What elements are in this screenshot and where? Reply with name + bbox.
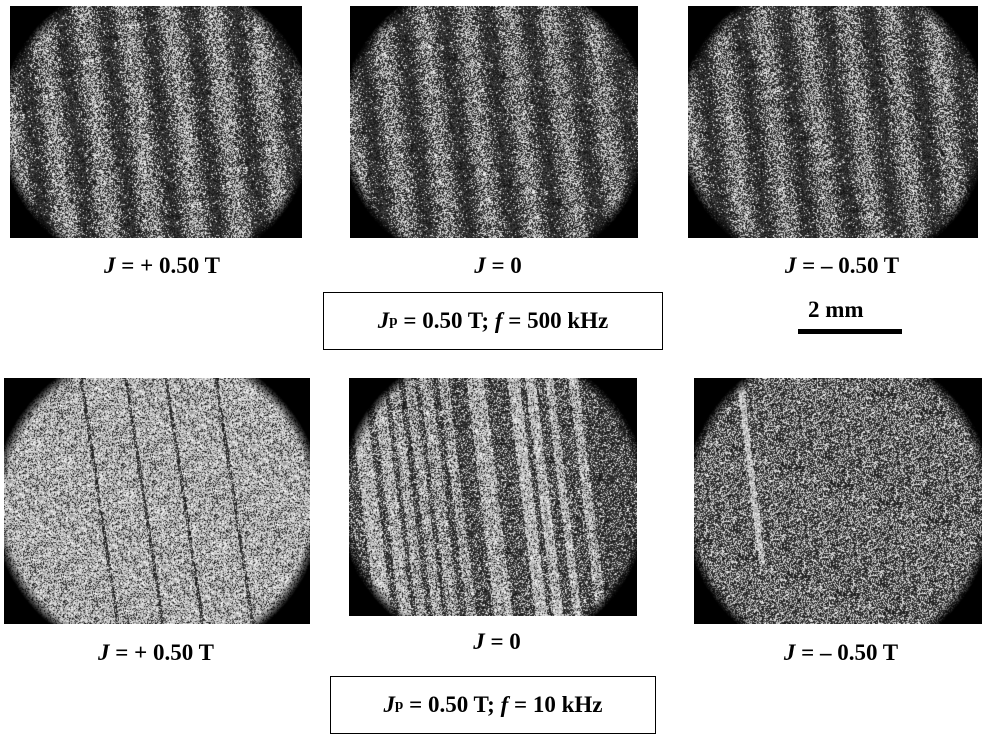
speckle-canvas — [694, 378, 982, 624]
speckle-canvas — [350, 6, 638, 238]
caption-top-center: J = 0 — [474, 253, 522, 278]
caption-bottom-center: J = 0 — [473, 629, 521, 654]
speckle-canvas — [10, 6, 302, 238]
speckle-canvas — [688, 6, 978, 238]
domain-image-top-right — [688, 6, 978, 238]
domain-image-bottom-right — [694, 378, 982, 624]
domain-image-top-left — [10, 6, 302, 238]
scale-bar — [798, 329, 902, 334]
scale-bar-label: 2 mm — [808, 297, 864, 322]
speckle-canvas — [4, 378, 310, 624]
caption-top-left: J = + 0.50 T — [104, 253, 220, 278]
speckle-canvas — [349, 378, 637, 616]
caption-top-right: J = – 0.50 T — [784, 253, 900, 278]
caption-bottom-right: J = – 0.50 T — [783, 640, 899, 665]
domain-image-bottom-center — [349, 378, 637, 616]
domain-image-top-center — [350, 6, 638, 238]
domain-image-bottom-left — [4, 378, 310, 624]
caption-bottom-left: J = + 0.50 T — [98, 640, 214, 665]
